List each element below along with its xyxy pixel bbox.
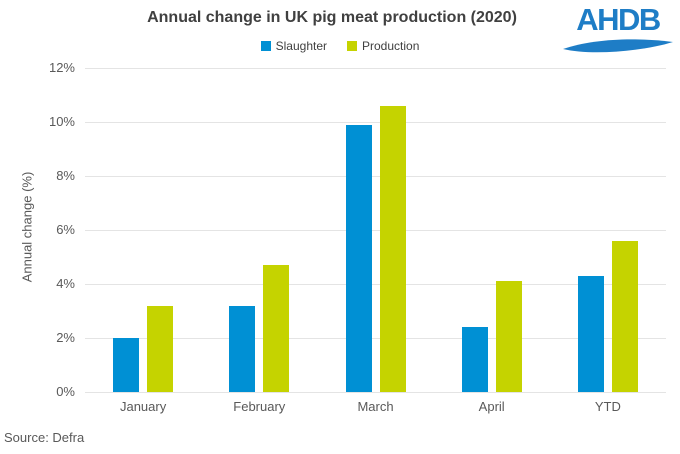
production-color-swatch bbox=[347, 41, 357, 51]
y-tick-label-6: 6% bbox=[56, 222, 75, 237]
y-tick-label-2: 2% bbox=[56, 330, 75, 345]
x-axis-label-february: February bbox=[233, 399, 286, 414]
bar-slaughter-march bbox=[345, 124, 372, 392]
slaughter-color-swatch bbox=[260, 41, 271, 51]
legend-item-slaughter: Slaughter bbox=[260, 39, 327, 53]
y-tick-label-4: 4% bbox=[56, 276, 75, 291]
chart-title: Annual change in UK pig meat production … bbox=[147, 9, 517, 26]
bar-production-april bbox=[495, 281, 522, 392]
ahdb-logo-text: AHDB bbox=[576, 2, 661, 37]
plot-area: 0% 2% 4% 6% 8% 10% 12% January February March Apri… bbox=[49, 60, 666, 414]
gridline-10 bbox=[85, 122, 666, 123]
y-tick-label-10: 10% bbox=[48, 114, 75, 129]
bar-slaughter-april bbox=[461, 327, 488, 392]
gridline-0 bbox=[85, 392, 666, 393]
bar-production-february bbox=[263, 265, 290, 392]
gridline-8 bbox=[85, 176, 666, 177]
ahdb-logo-wave-icon bbox=[563, 38, 673, 52]
y-tick-label-8: 8% bbox=[56, 168, 75, 183]
x-axis-label-april: April bbox=[478, 399, 505, 414]
gridline-2 bbox=[85, 338, 666, 339]
x-axis-label-march: March bbox=[357, 399, 394, 414]
ahdb-logo: AHDB bbox=[562, 2, 674, 54]
y-tick-label-12: 12% bbox=[48, 60, 75, 75]
legend-label-slaughter: Slaughter bbox=[275, 39, 327, 53]
x-axis-label-january: January bbox=[119, 399, 167, 414]
bar-slaughter-ytd bbox=[577, 275, 604, 392]
gridline-12 bbox=[85, 68, 666, 69]
source-note: Source: Defra bbox=[4, 430, 85, 445]
y-tick-label-0: 0% bbox=[56, 384, 75, 399]
bar-slaughter-february bbox=[229, 305, 256, 392]
bar-slaughter-january bbox=[113, 338, 140, 392]
gridline-6 bbox=[85, 230, 666, 231]
bar-production-ytd bbox=[611, 240, 638, 392]
gridline-4 bbox=[85, 284, 666, 285]
legend-label-production: Production bbox=[362, 39, 420, 53]
bar-production-march bbox=[379, 105, 406, 392]
bar-production-january bbox=[147, 305, 174, 392]
chart-legend: Slaughter Production bbox=[0, 39, 680, 53]
legend-item-production: Production bbox=[347, 39, 419, 53]
x-axis-label-ytd: YTD bbox=[594, 399, 621, 414]
